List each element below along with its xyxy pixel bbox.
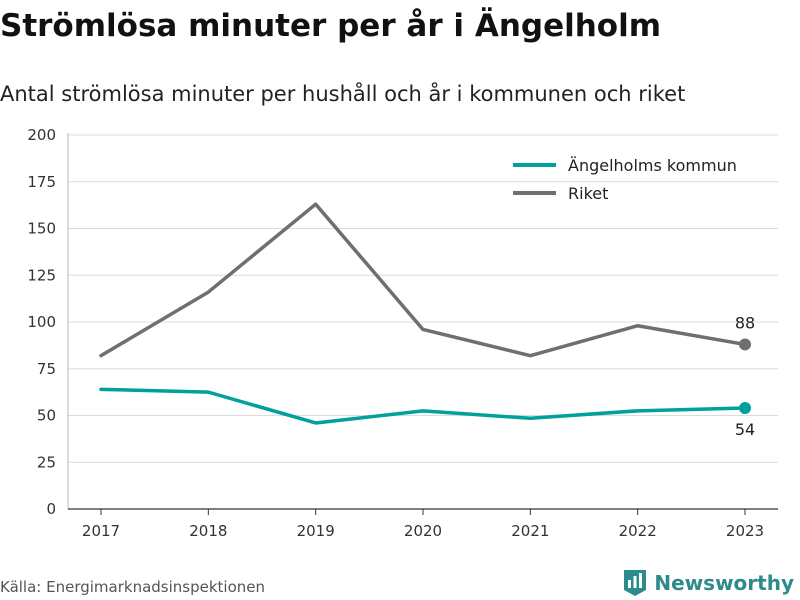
- end-value-label-riket: 88: [735, 313, 755, 332]
- y-tick-label: 175: [27, 173, 56, 191]
- source-note: Källa: Energimarknadsinspektionen: [0, 578, 266, 596]
- brand-name: Newsworthy: [654, 571, 794, 595]
- y-tick-label: 100: [27, 313, 56, 331]
- axes: 0 25 50 75 100 125 150 175 200 2017 2018 2019 2020 20…: [27, 126, 778, 540]
- x-tick-label: 2018: [189, 522, 227, 540]
- chart-subtitle: Antal strömlösa minuter per hushåll och …: [0, 82, 686, 106]
- y-tick-label: 0: [46, 500, 56, 518]
- y-tick-label: 75: [37, 360, 56, 378]
- y-tick-label: 200: [27, 126, 56, 144]
- series-lines: 54 88: [99, 202, 755, 439]
- end-value-label-kommun: 54: [735, 420, 755, 439]
- y-tick-label: 150: [27, 220, 56, 238]
- series-line-kommun: [99, 387, 747, 425]
- legend-label: Ängelholms kommun: [568, 156, 737, 175]
- brand-logo: Newsworthy: [622, 568, 794, 598]
- x-tick-label: 2022: [619, 522, 657, 540]
- x-tick-label: 2017: [82, 522, 120, 540]
- x-tick-label: 2019: [297, 522, 335, 540]
- grid-lines: [68, 134, 778, 463]
- y-tick-label: 125: [27, 266, 56, 284]
- y-tick-label: 50: [37, 407, 56, 425]
- legend-label: Riket: [568, 184, 608, 203]
- chart-title: Strömlösa minuter per år i Ängelholm: [0, 8, 662, 44]
- series-end-marker: [739, 338, 751, 351]
- line-chart: 0 25 50 75 100 125 150 175 200 2017 2018 2019 2020 20…: [27, 126, 778, 540]
- legend: Ängelholms kommun Riket: [513, 156, 737, 203]
- x-tick-label: 2021: [511, 522, 549, 540]
- series-end-marker: [739, 402, 751, 415]
- x-tick-label: 2020: [404, 522, 442, 540]
- bar-chart-logo-icon: [624, 570, 647, 596]
- series-line-riket: [99, 202, 747, 358]
- y-tick-label: 25: [37, 453, 56, 471]
- x-tick-label: 2023: [726, 522, 764, 540]
